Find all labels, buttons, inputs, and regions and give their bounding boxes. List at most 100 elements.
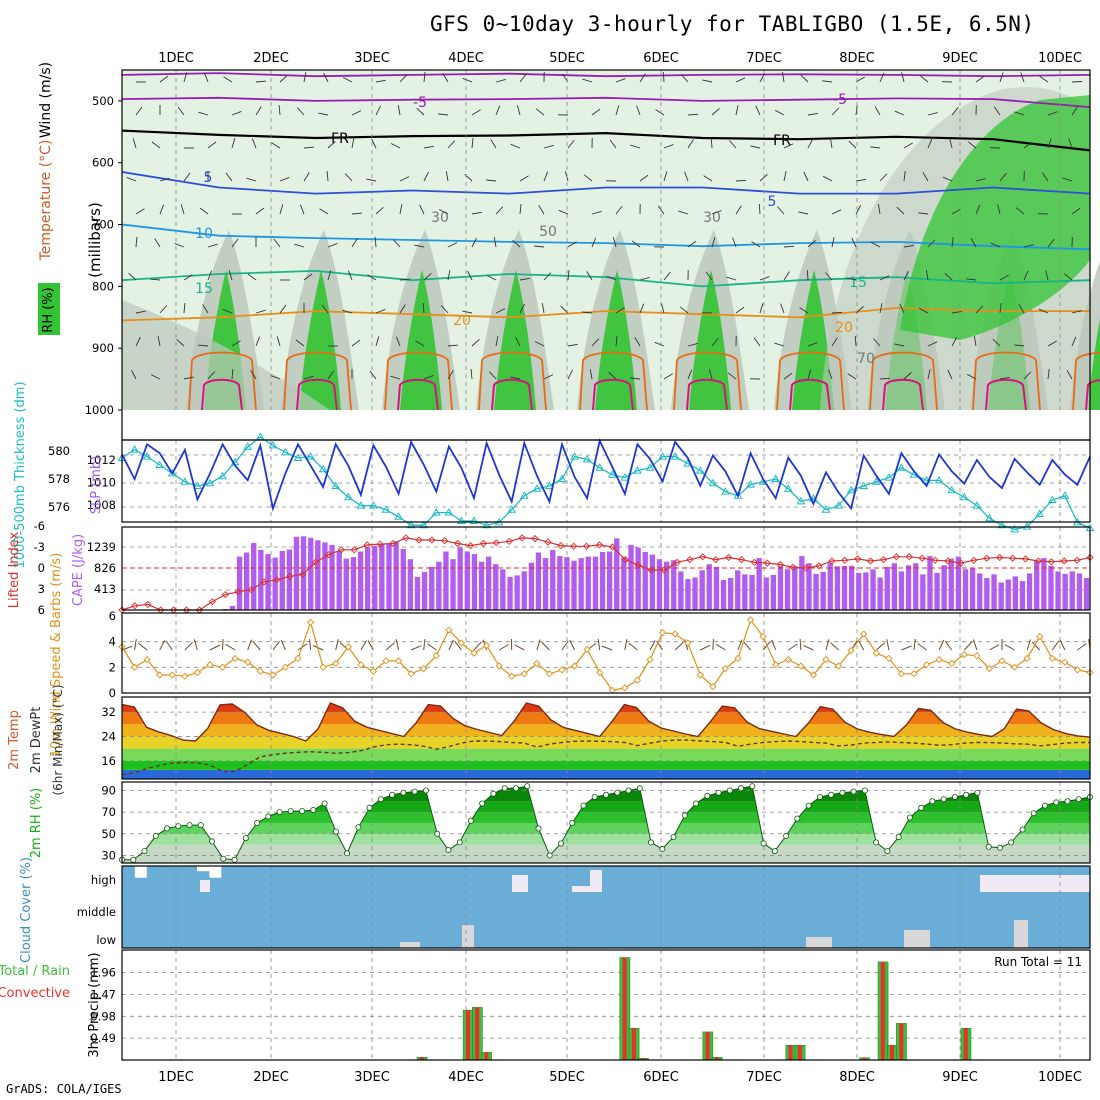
cape-bar (272, 557, 278, 610)
x-tick-top-5DEC: 5DEC (549, 51, 585, 66)
thickness-marker (582, 454, 592, 463)
wind-barb (615, 78, 626, 83)
y-tick-wind: 6 (109, 609, 116, 623)
cape-bar (1069, 571, 1075, 610)
cape-bar (735, 570, 741, 610)
cape-bar (236, 556, 243, 610)
wind-barb-10m (335, 639, 339, 651)
cape-bar (699, 570, 705, 610)
cape-bar (592, 556, 599, 610)
x-tick-top-8DEC: 8DEC (839, 51, 875, 66)
wind-barb (367, 274, 377, 281)
li-marker (1034, 557, 1043, 565)
cape-bar (486, 556, 492, 610)
series-lifted-index (121, 537, 1091, 611)
cape-bar (1026, 573, 1033, 610)
x-tick-top-2DEC: 2DEC (253, 51, 289, 66)
cape-frame (121, 526, 1091, 611)
rh-frame (121, 781, 1091, 864)
cape-bar (557, 556, 563, 610)
li-marker (286, 572, 294, 581)
wind-marker (822, 655, 830, 664)
wind-barb (630, 144, 641, 149)
wind-barb (879, 173, 888, 182)
rh-marker (715, 789, 722, 796)
cape-bar (849, 565, 855, 610)
wind-barb (999, 172, 1007, 182)
rh-marker (850, 788, 857, 795)
cape-bar (329, 544, 335, 610)
li-marker (376, 540, 384, 548)
wind-barb (558, 209, 569, 215)
rh-marker (535, 825, 542, 832)
wind-barb (997, 204, 1001, 215)
wind-barb (999, 376, 1010, 380)
precip-panel (122, 950, 1090, 1061)
wind-marker (1036, 632, 1044, 641)
wind-barb (228, 270, 233, 281)
cape-bar (372, 545, 378, 610)
li-marker (144, 600, 152, 609)
rh-marker (208, 838, 215, 845)
wind-marker (734, 654, 742, 663)
x-tick-bottom-9DEC: 9DEC (942, 1070, 978, 1085)
y-tick-temp: 24 (101, 729, 116, 743)
contour-label: FR (331, 131, 349, 147)
cape-bar (279, 551, 285, 610)
wind-barb (822, 80, 833, 83)
wind-marker (143, 655, 151, 664)
rh-marker (906, 814, 913, 821)
wind-barb (510, 143, 521, 149)
wind-barb (271, 142, 281, 149)
wind-barb (467, 270, 473, 281)
isotherm-30 (491, 378, 533, 411)
wind-barb (894, 343, 905, 347)
rh-marker (299, 808, 306, 815)
cape-bar (984, 578, 990, 610)
rh-marker (805, 802, 812, 809)
cloud-frame (121, 865, 1091, 949)
li-marker (492, 539, 500, 547)
wind-barb (609, 139, 617, 149)
wind-barb (591, 108, 601, 116)
cloud-high-bar (134, 877, 148, 892)
wind-marker (382, 657, 390, 665)
y-tick-slp: 1010 (87, 476, 116, 490)
thickness-marker (356, 501, 366, 509)
x-tick-bottom-4DEC: 4DEC (448, 1070, 484, 1085)
rh-marker (771, 848, 778, 855)
rh-band (122, 812, 1090, 823)
wind-barb (414, 244, 425, 248)
wind-barb (442, 73, 449, 83)
thickness-marker (1035, 509, 1045, 517)
isotherm-25 (673, 351, 742, 411)
wind-barb-10m (597, 639, 601, 651)
thickness-marker (142, 452, 152, 460)
wind-barb (375, 105, 381, 116)
thickness-marker (193, 481, 202, 489)
wind-barb (279, 204, 284, 215)
rh-marker (197, 822, 204, 829)
rh-marker (625, 787, 632, 794)
contour-label: FR (773, 133, 791, 149)
wind-barb-10m (712, 638, 714, 651)
y-tick-cape: 413 (94, 582, 116, 596)
wind-barb-10m (715, 643, 726, 651)
cape-bar (955, 556, 962, 610)
rh-marker (366, 804, 373, 811)
wind-barb (655, 109, 665, 116)
rh-marker (963, 791, 970, 798)
wind-barb (735, 77, 746, 83)
cape-bar (948, 558, 954, 610)
wind-barb-10m (272, 640, 280, 651)
wind-barb (399, 278, 411, 281)
footer-credit: GrADS: COLA/IGES (6, 1082, 122, 1096)
cape-bar (507, 576, 513, 610)
wind-barb (183, 302, 186, 314)
wind-barb (732, 237, 737, 248)
cloud-panel (122, 866, 1091, 948)
wind-barb (369, 370, 377, 380)
wind-barb-10m (989, 644, 1000, 651)
rh-marker (726, 787, 733, 794)
y-tick-temp: 16 (101, 754, 116, 768)
